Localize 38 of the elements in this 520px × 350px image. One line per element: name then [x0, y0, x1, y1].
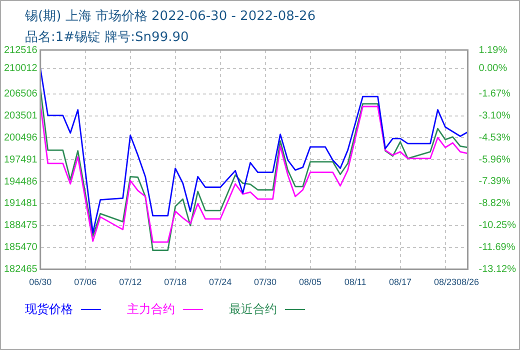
y2-tick-label: -4.53%: [478, 132, 511, 144]
x-tick-label: 08/26: [456, 277, 480, 288]
x-tick-label: 07/06: [74, 277, 97, 288]
y-tick-label: 197491: [4, 154, 38, 166]
x-tick-label: 07/18: [164, 277, 187, 288]
x-tick-label: 08/23: [434, 277, 457, 288]
y2-tick-label: -7.39%: [478, 176, 511, 188]
legend-label: 主力合约: [127, 302, 175, 316]
y-tick-label: 182465: [4, 264, 38, 275]
y2-tick-label: -1.67%: [478, 88, 511, 100]
x-tick-label: 07/24: [209, 277, 232, 288]
y2-tick-label: 0.00%: [478, 62, 508, 74]
y-tick-label: 185470: [4, 242, 38, 254]
y-tick-label: 212516: [4, 44, 38, 56]
y-tick-label: 206506: [4, 88, 38, 100]
y2-tick-label: -10.25%: [478, 220, 516, 231]
y-tick-label: 188475: [4, 220, 38, 232]
x-tick-label: 08/11: [344, 277, 366, 288]
y-tick-label: 203501: [4, 110, 38, 122]
x-tick-label: 06/30: [29, 277, 52, 288]
y-tick-label: 200496: [4, 132, 38, 144]
y2-tick-label: -13.12%: [478, 264, 516, 275]
y2-tick-label: -3.10%: [478, 110, 511, 122]
y-tick-label: 194486: [4, 176, 38, 188]
y2-tick-label: -8.82%: [478, 198, 511, 210]
x-tick-label: 07/30: [254, 277, 277, 288]
y2-tick-label: -5.96%: [478, 154, 511, 166]
x-tick-label: 08/17: [389, 277, 412, 288]
x-tick-label: 08/05: [299, 277, 322, 288]
legend-label: 最近合约: [229, 302, 277, 316]
legend-label: 现货价格: [25, 302, 73, 316]
y2-tick-label: -11.69%: [478, 242, 516, 254]
y2-tick-label: 1.19%: [478, 44, 508, 56]
y-tick-label: 191481: [4, 198, 38, 210]
x-tick-label: 07/12: [119, 277, 142, 288]
y-tick-label: 210012: [4, 63, 38, 74]
chart-title: 锡(期) 上海 市场价格 2022-06-30 - 2022-08-26: [25, 8, 316, 25]
chart-subtitle: 品名:1#锡锭 牌号:Sn99.90: [25, 29, 189, 46]
